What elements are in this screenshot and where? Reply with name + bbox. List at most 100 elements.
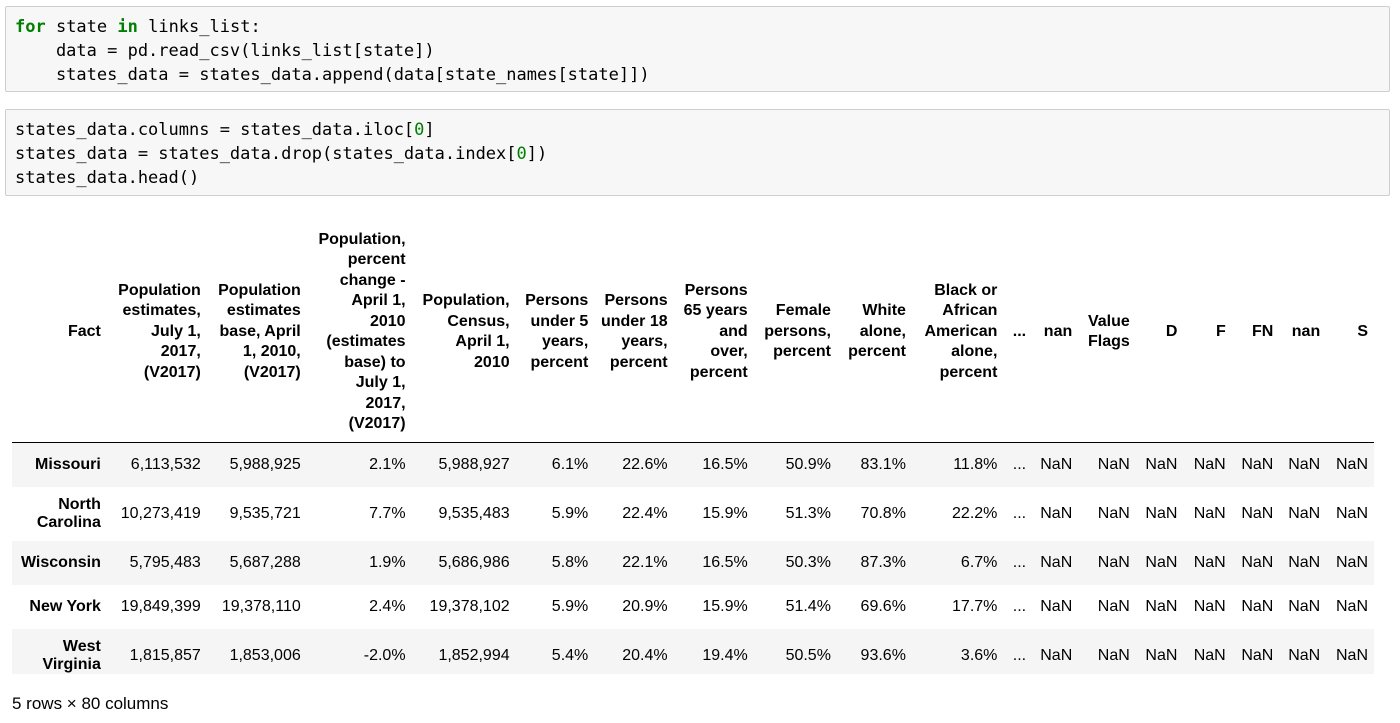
table-row: Wisconsin 5,795,483 5,687,288 1.9% 5,686,986… bbox=[12, 540, 1374, 585]
code-number: 0 bbox=[414, 120, 425, 140]
table-cell: 9,535,721 bbox=[229, 504, 301, 522]
table-cell: 5.4% bbox=[551, 646, 589, 664]
code-text: states_data.columns = states_data.iloc[ bbox=[15, 120, 415, 140]
table-cell: 15.9% bbox=[702, 504, 748, 522]
table-cell: 5,988,927 bbox=[438, 455, 510, 473]
table-cell: NaN bbox=[1040, 646, 1073, 664]
table-cell: 19,378,102 bbox=[429, 597, 510, 615]
column-header: nan bbox=[1032, 222, 1079, 443]
table-cell: NaN bbox=[1193, 553, 1226, 571]
table-row: West Virginia 1,815,857 1,853,006 -2.0% 1,85… bbox=[12, 628, 1374, 674]
table-cell: 6.1% bbox=[551, 455, 589, 473]
table-cell: NaN bbox=[1040, 597, 1073, 615]
table-cell: 17.7% bbox=[952, 597, 998, 615]
table-cell: NaN bbox=[1193, 597, 1226, 615]
table-cell: 2.4% bbox=[369, 597, 406, 615]
code-cell-head[interactable]: states_data.columns = states_data.iloc[0… bbox=[5, 109, 1390, 196]
table-row: New York 19,849,399 19,378,110 2.4% 19,378,1… bbox=[12, 585, 1374, 629]
table-cell: 5,687,288 bbox=[229, 553, 301, 571]
table-cell: 83.1% bbox=[860, 455, 906, 473]
column-header: Population, percent change - April 1, 20… bbox=[306, 222, 412, 443]
code-text: state bbox=[45, 17, 118, 37]
table-cell: 93.6% bbox=[860, 646, 906, 664]
table-cell: ... bbox=[1012, 597, 1027, 615]
table-cell: NaN bbox=[1097, 455, 1130, 473]
column-header: nan bbox=[1279, 222, 1327, 443]
table-cell: 9,535,483 bbox=[438, 504, 510, 522]
table-cell: 1.9% bbox=[369, 553, 406, 571]
table-cell: NaN bbox=[1335, 504, 1368, 522]
table-cell: 51.4% bbox=[785, 597, 831, 615]
column-header: Black or African American alone, percent bbox=[911, 222, 1004, 443]
header-row: Fact Population estimates, July 1, 2017,… bbox=[12, 222, 1374, 443]
code-line: states_data = states_data.drop(states_da… bbox=[15, 142, 1380, 166]
table-cell: NaN bbox=[1288, 455, 1321, 473]
table-cell: 22.2% bbox=[952, 504, 998, 522]
table-cell: NaN bbox=[1097, 504, 1130, 522]
table-cell: 19,378,110 bbox=[221, 597, 301, 615]
table-cell: 1,852,994 bbox=[438, 646, 510, 664]
code-number: 0 bbox=[516, 144, 527, 164]
column-header: F bbox=[1183, 222, 1232, 443]
table-cell: NaN bbox=[1288, 597, 1321, 615]
column-header: Population, Census, April 1, 2010 bbox=[411, 222, 516, 443]
table-cell: NaN bbox=[1097, 646, 1130, 664]
table-cell: 19.4% bbox=[702, 646, 748, 664]
table-cell: 20.9% bbox=[622, 597, 668, 615]
code-text: states_data = states_data.append(data[st… bbox=[15, 65, 650, 85]
table-cell: NaN bbox=[1193, 504, 1226, 522]
table-cell: NaN bbox=[1145, 646, 1178, 664]
table-cell: 11.8% bbox=[953, 455, 998, 473]
code-line: states_data.columns = states_data.iloc[0… bbox=[15, 118, 1380, 142]
code-cell-loop[interactable]: for state in links_list: data = pd.read_… bbox=[5, 6, 1390, 92]
table-cell: 50.3% bbox=[785, 553, 831, 571]
table-cell: NaN bbox=[1040, 504, 1073, 522]
table-cell: 22.1% bbox=[622, 553, 668, 571]
table-cell: 87.3% bbox=[860, 553, 906, 571]
table-cell: NaN bbox=[1288, 504, 1321, 522]
shape-summary: 5 rows × 80 columns bbox=[12, 694, 169, 713]
table-cell: ... bbox=[1012, 504, 1027, 522]
table-cell: NaN bbox=[1241, 597, 1274, 615]
table-cell: 50.5% bbox=[785, 646, 831, 664]
table-cell: 5,686,986 bbox=[438, 553, 510, 571]
column-header: Persons under 5 years, percent bbox=[515, 222, 595, 443]
table-cell: 19,849,399 bbox=[120, 597, 201, 615]
table-cell: 70.8% bbox=[860, 504, 906, 522]
code-line: states_data.head() bbox=[15, 166, 1380, 190]
table-cell: NaN bbox=[1241, 504, 1274, 522]
column-header: FN bbox=[1231, 222, 1280, 443]
table-row: Missouri 6,113,532 5,988,925 2.1% 5,988,927 6… bbox=[12, 442, 1374, 487]
table-cell: 6.7% bbox=[960, 553, 998, 571]
table-cell: 2.1% bbox=[369, 455, 406, 473]
table-cell: NaN bbox=[1241, 553, 1274, 571]
table-cell: 16.5% bbox=[702, 553, 748, 571]
table-cell: NaN bbox=[1145, 455, 1178, 473]
table-cell: NaN bbox=[1097, 553, 1130, 571]
column-header: Population estimates base, April 1, 2010… bbox=[206, 222, 307, 443]
code-text: states_data = states_data.drop(states_da… bbox=[15, 144, 517, 164]
code-line: for state in links_list: bbox=[15, 15, 1380, 39]
table-cell: 5.9% bbox=[551, 597, 589, 615]
table-cell: NaN bbox=[1145, 597, 1178, 615]
table-cell: NaN bbox=[1335, 597, 1368, 615]
table-cell: NaN bbox=[1040, 455, 1073, 473]
table-cell: 5.8% bbox=[551, 553, 589, 571]
table-cell: NaN bbox=[1288, 553, 1321, 571]
code-text: ]) bbox=[526, 144, 548, 164]
row-index: Wisconsin bbox=[20, 553, 101, 571]
table-cell: 16.5% bbox=[702, 455, 748, 473]
table-cell: NaN bbox=[1288, 646, 1321, 664]
table-cell: NaN bbox=[1097, 597, 1130, 615]
table-cell: 22.6% bbox=[622, 455, 668, 473]
table-cell: 1,815,857 bbox=[129, 646, 201, 664]
column-header: S bbox=[1326, 222, 1374, 443]
table-cell: NaN bbox=[1335, 455, 1368, 473]
table-cell: 1,853,006 bbox=[229, 646, 301, 664]
table-cell: 50.9% bbox=[785, 455, 831, 473]
code-text: data = pd.read_csv(links_list[state]) bbox=[15, 41, 435, 61]
table-cell: NaN bbox=[1241, 455, 1274, 473]
table-cell: 20.4% bbox=[622, 646, 668, 664]
table-cell: ... bbox=[1012, 646, 1027, 664]
column-header: Female persons, percent bbox=[753, 222, 837, 443]
